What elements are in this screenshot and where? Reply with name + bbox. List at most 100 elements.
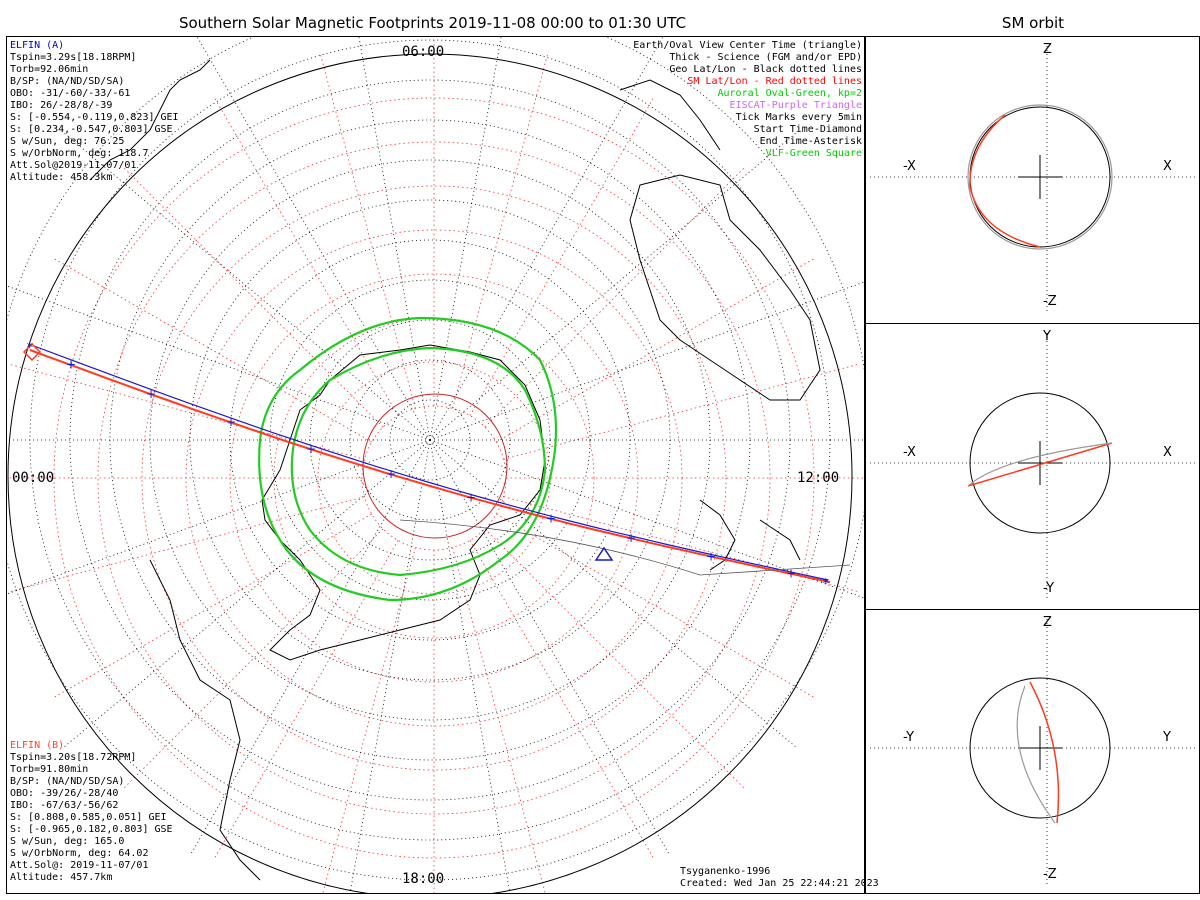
geo-lon-line (429, 131, 798, 441)
orbit-axis-label-bottom: -Z (1043, 294, 1057, 309)
legend-entry: Start Time-Diamond (753, 124, 862, 135)
legend-entry: VLF-Green Square (765, 148, 862, 159)
geo-lon-line (62, 131, 431, 441)
coastline (759, 519, 801, 561)
view-center-triangle (594, 546, 614, 561)
orbit-axis-label-right: X (1163, 159, 1172, 174)
sat-a-info-line: S: [0.234,-0.547,0.803] GSE (10, 124, 173, 135)
orbit-panel-yz (865, 609, 1200, 894)
legend-entry: Thick - Science (FGM and/or EPD) (669, 52, 862, 63)
sm-lon-line (469, 540, 655, 860)
geo-lon-line (349, 439, 431, 893)
track-tick: + (706, 549, 716, 563)
orbit-axis-label-top: Z (1043, 42, 1052, 57)
sat-a-info-line: Tspin=3.29s[18.18RPM] (10, 52, 137, 63)
sm-lon-line (122, 166, 384, 428)
sat-a-name: ELFIN (A) (10, 40, 65, 51)
elfin-b-track (29, 349, 831, 583)
track-tick: + (386, 467, 396, 481)
orbit-axis-label-left: -X (903, 445, 916, 460)
orbit-axis-label-left: -X (903, 159, 916, 174)
auroral-oval-outer (258, 316, 558, 602)
start-diamond (22, 342, 42, 362)
orbit-panel-xz (865, 36, 1200, 324)
sm-lon-line (213, 96, 399, 416)
sm-lon-line (52, 257, 372, 443)
geo-lon-line (429, 281, 864, 441)
sm-lon-line (213, 540, 399, 860)
sm-lon-line (322, 547, 416, 893)
coastline (619, 79, 721, 151)
legend-entry: Geo Lat/Lon - Black dotted lines (669, 64, 862, 75)
legend-entry: Tick Marks every 5min (735, 112, 862, 123)
track-tick: + (466, 490, 476, 504)
track-tick: + (546, 512, 556, 526)
sm-lat-circle (273, 317, 595, 639)
coastline (261, 344, 546, 661)
footprint-map-frame (6, 36, 865, 894)
hour-label-right: 12:00 (797, 470, 840, 486)
geo-lon-line (62, 439, 431, 749)
sm-lon-line (496, 257, 816, 443)
sat-b-info-line: B/SP: (NA/ND/SD/SA) (10, 776, 125, 787)
sm-lon-line (496, 513, 816, 699)
legend-entry: EISCAT-Purple Triangle (729, 100, 862, 111)
earth-limb (7, 53, 853, 893)
geo-lon-line (429, 37, 664, 441)
orbit-a-path (1016, 685, 1056, 824)
sat-b-info-line: S: [0.808,0.585,0.051] GEI (10, 812, 167, 823)
sm-lon-line (452, 547, 546, 893)
geo-lon-line (7, 285, 431, 441)
start-asterisk: * (26, 341, 34, 356)
orbit-b-path (969, 114, 1041, 248)
sat-b-info-line: Att.Sol@: 2019-11-07/01 (10, 860, 149, 871)
track-tick: + (306, 442, 316, 456)
sm-lon-line (469, 96, 655, 416)
orbit-b-path (967, 442, 1113, 487)
plot-title: Southern Solar Magnetic Footprints 2019-… (178, 14, 687, 32)
orbit-axis-label-left: -Y (903, 730, 915, 745)
sat-a-info-line: Att.Sol@2019-11-07/01 (10, 160, 137, 171)
sm-lon-line (452, 52, 549, 409)
sm-lon-line (8, 496, 365, 593)
sm-lon-line (484, 166, 746, 428)
sat-b-info-line: Torb=91.80min (10, 764, 89, 775)
sm-lat-circle (53, 97, 815, 859)
orbit-axis-label-right: X (1163, 445, 1172, 460)
orbit-earth-circle (969, 392, 1111, 534)
legend-entry: End Time-Asterisk (759, 136, 862, 147)
geo-lon-line (429, 439, 671, 856)
end-asterisk: * (822, 577, 830, 592)
sm-lat-circle (97, 141, 771, 815)
sm-lon-line (484, 528, 746, 790)
sm-lon-line (52, 513, 372, 699)
sat-a-info-line: IBO: 26/-28/8/-39 (10, 100, 113, 111)
sat-a-info-line: S: [-0.554,-0.119,0.823] GEI (10, 112, 179, 123)
auroral-oval-inner (290, 346, 547, 577)
model-credit: Tsyganenko-1996 (680, 866, 771, 877)
track-tick: + (66, 358, 76, 372)
orbit-axis-label-top: Z (1043, 615, 1052, 630)
sm-lon-line (122, 528, 384, 790)
geo-lon-line (7, 439, 431, 595)
created-timestamp: Created: Wed Jan 25 22:44:21 2023 (680, 878, 879, 889)
hour-label-bottom: 18:00 (402, 871, 445, 887)
sm-lon-line (503, 363, 860, 460)
sat-b-info-line: OBO: -39/26/-28/40 (10, 788, 119, 799)
track-tick: + (146, 387, 156, 401)
sat-b-info-line: Altitude: 457.7km (10, 872, 113, 883)
sat-a-info-line: S w/Sun, deg: 76.25 (10, 136, 125, 147)
legend-entry: Auroral Oval-Green, kp=2 (717, 88, 863, 99)
orbit-b-path (1029, 681, 1060, 824)
sm-pole-circle (362, 393, 508, 539)
sat-b-info-line: S: [-0.965,0.182,0.803] GSE (10, 824, 173, 835)
coastline (629, 174, 821, 401)
coastline (89, 59, 211, 181)
orbit-a-path (967, 104, 1113, 250)
orbit-panel-title: SM orbit (1001, 14, 1065, 32)
track-tick: + (786, 567, 796, 581)
map-layer: + + + + + + + + + + * * (7, 37, 864, 893)
geo-lon-line (429, 439, 864, 599)
sm-lon-line (319, 52, 416, 409)
orbit-panel-xy (865, 323, 1200, 610)
